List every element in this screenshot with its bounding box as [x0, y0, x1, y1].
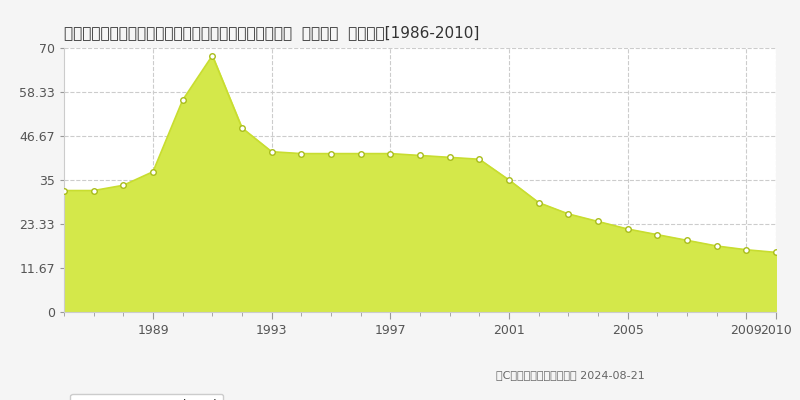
Text: 兵庫県神戸市北区山田町上谷上字古々山２９番３９６外  地価公示  地価推移[1986-2010]: 兵庫県神戸市北区山田町上谷上字古々山２９番３９６外 地価公示 地価推移[1986… [64, 25, 479, 40]
Legend: 地価公示 平均坪単価(万円/坪): 地価公示 平均坪単価(万円/坪) [70, 394, 223, 400]
Text: （C）土地価格ドットコム 2024-08-21: （C）土地価格ドットコム 2024-08-21 [496, 370, 645, 380]
